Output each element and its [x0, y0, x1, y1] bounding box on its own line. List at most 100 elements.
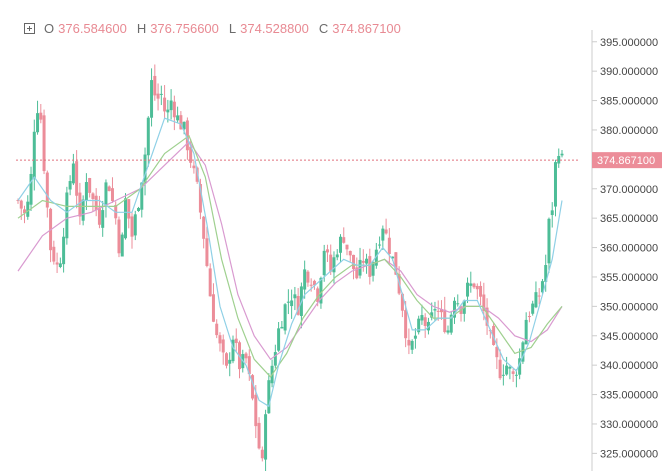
y-tick: 345.000000 — [592, 331, 658, 343]
candle — [286, 289, 290, 315]
low-value: 374.528800 — [240, 21, 309, 36]
candle — [342, 227, 346, 244]
y-tick: 340.000000 — [592, 360, 658, 372]
y-tick: 365.000000 — [592, 213, 658, 225]
y-tick: 380.000000 — [592, 125, 658, 137]
y-tick-label: 355.000000 — [600, 272, 658, 284]
candle — [179, 111, 183, 130]
last-price-badge: 374.867100 — [592, 152, 662, 169]
candle — [198, 178, 202, 220]
candle — [234, 328, 238, 353]
candle — [557, 148, 561, 168]
candle — [120, 232, 124, 257]
candle — [146, 116, 150, 167]
candle — [39, 103, 43, 124]
y-tick-label: 380.000000 — [600, 125, 658, 137]
y-tick-label: 330.000000 — [600, 419, 658, 431]
candle — [45, 170, 49, 218]
candle — [472, 282, 476, 289]
candle — [42, 109, 46, 175]
y-tick-label: 350.000000 — [600, 301, 658, 313]
legend-toggle-icon[interactable] — [24, 23, 35, 34]
candle — [501, 364, 505, 386]
candle — [404, 301, 408, 348]
candle — [508, 365, 512, 380]
candle — [36, 100, 40, 135]
y-tick-label: 365.000000 — [600, 213, 658, 225]
candle — [361, 249, 365, 272]
candle — [254, 385, 258, 439]
candle — [215, 319, 219, 339]
candle — [514, 369, 518, 388]
candle — [176, 106, 180, 123]
candle — [527, 311, 531, 323]
close-value: 374.867100 — [332, 21, 401, 36]
candle — [94, 188, 98, 217]
candle — [110, 177, 114, 203]
candle — [368, 248, 372, 285]
candle — [75, 150, 79, 209]
candle — [335, 249, 339, 261]
candle — [358, 247, 362, 279]
candle — [325, 244, 329, 262]
y-tick-label: 335.000000 — [600, 390, 658, 402]
candle — [169, 89, 173, 120]
price-axis-ticks: 395.000000 390.000000 385.000000 380.000000… — [592, 37, 658, 460]
candle — [23, 205, 27, 224]
high-value: 376.756600 — [150, 21, 219, 36]
high-label: H — [136, 21, 147, 36]
candle — [524, 312, 528, 345]
candle — [329, 244, 333, 276]
candle — [449, 311, 453, 335]
y-tick-label: 340.000000 — [600, 360, 658, 372]
candle — [231, 335, 235, 364]
candle — [49, 207, 53, 263]
y-tick-label: 390.000000 — [600, 66, 658, 78]
candle — [423, 313, 427, 338]
candle — [205, 226, 209, 268]
y-tick: 385.000000 — [592, 96, 658, 108]
candle — [547, 217, 551, 273]
candle — [293, 286, 297, 311]
last-price-label: 374.867100 — [597, 155, 655, 167]
candle — [345, 244, 349, 256]
candle — [251, 374, 255, 401]
y-tick: 355.000000 — [592, 272, 658, 284]
candle — [127, 198, 131, 229]
candle — [208, 263, 212, 297]
candle — [410, 339, 414, 354]
candle — [133, 210, 137, 241]
candle — [365, 253, 369, 274]
y-tick: 390.000000 — [592, 66, 658, 78]
ohlc-legend: O 376.584600 H 376.756600 L 374.528800 C… — [24, 21, 407, 36]
y-tick: 360.000000 — [592, 243, 658, 255]
candle — [466, 277, 470, 304]
candle — [534, 281, 538, 309]
open-label: O — [44, 21, 55, 36]
candle — [475, 283, 479, 300]
ma-slow-line — [17, 140, 563, 361]
candle — [456, 294, 460, 307]
y-tick: 350.000000 — [592, 301, 658, 313]
candle — [58, 257, 62, 269]
candle — [143, 147, 147, 196]
candle — [81, 195, 85, 226]
candle — [498, 349, 502, 380]
candle — [511, 368, 515, 382]
candle — [436, 300, 440, 321]
open-value: 376.584600 — [58, 21, 127, 36]
candle — [192, 161, 196, 174]
ma-mid-line — [17, 134, 563, 378]
candle — [280, 321, 284, 329]
candle — [277, 321, 281, 352]
close-label: C — [318, 21, 329, 36]
candle — [469, 271, 473, 293]
candle — [78, 182, 82, 225]
moving-averages-layer — [17, 117, 563, 408]
candle — [303, 260, 307, 299]
candle — [153, 64, 157, 101]
candle — [84, 173, 88, 211]
candle — [97, 195, 101, 229]
candle — [65, 186, 69, 245]
